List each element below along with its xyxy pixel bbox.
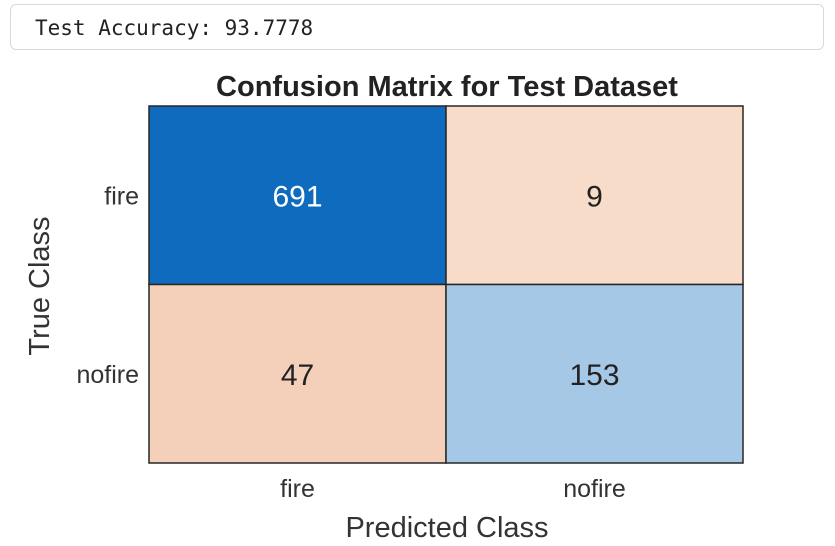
heatmap-axis-labels: fire nofire fire nofire bbox=[76, 182, 625, 503]
y-tick-label-nofire: nofire bbox=[76, 361, 139, 389]
x-axis-label: Predicted Class bbox=[345, 512, 548, 544]
heatmap-cells: 691 9 47 153 bbox=[148, 105, 744, 464]
chart-title: Confusion Matrix for Test Dataset bbox=[216, 71, 678, 103]
heatmap-cell-value: 153 bbox=[569, 359, 619, 392]
x-tick-label-fire: fire bbox=[280, 475, 315, 503]
heatmap-cell-nofire-fire bbox=[148, 283, 447, 464]
heatmap-cell-nofire-nofire bbox=[445, 283, 744, 464]
heatmap-cell-value: 47 bbox=[281, 359, 314, 392]
x-tick-label-nofire: nofire bbox=[563, 475, 626, 503]
y-axis-label: True Class bbox=[24, 216, 56, 355]
heatmap-cell-value: 9 bbox=[586, 180, 603, 213]
heatmap-cell-value: 691 bbox=[272, 180, 322, 213]
y-tick-label-fire: fire bbox=[104, 182, 139, 210]
console-output-text: Test Accuracy: 93.7778 bbox=[35, 16, 314, 40]
console-output-box: Test Accuracy: 93.7778 bbox=[10, 4, 824, 50]
